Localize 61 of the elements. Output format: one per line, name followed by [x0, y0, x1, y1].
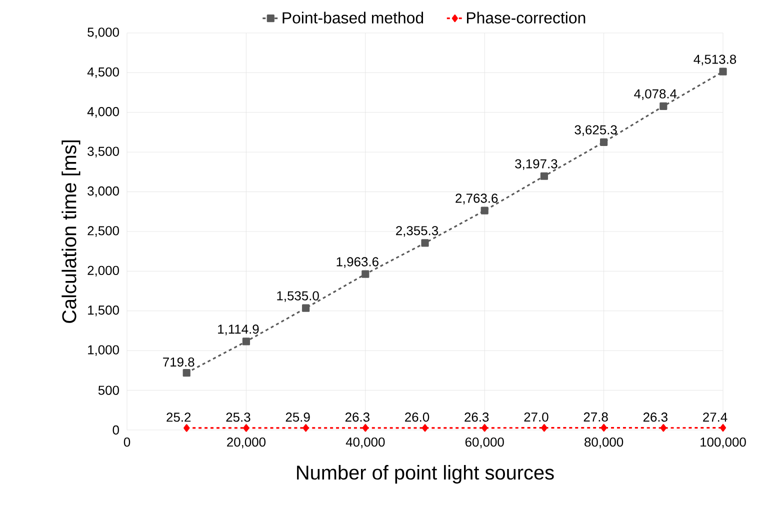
legend-label: Point-based method [282, 12, 424, 24]
y-tick-label: 2,500 [88, 226, 119, 237]
x-tick-label: 60,000 [465, 438, 504, 448]
point [243, 424, 250, 432]
data-label: 1,963.6 [336, 257, 378, 268]
x-tick-label: 0 [124, 438, 130, 447]
point [600, 424, 607, 432]
data-label: 4,513.8 [694, 54, 736, 66]
y-tick-label: 0 [112, 425, 119, 435]
data-label: 26.3 [464, 412, 489, 422]
point [184, 424, 190, 432]
point [720, 424, 726, 432]
data-label: 3,625.3 [574, 125, 617, 136]
point [422, 424, 428, 432]
data-label: 3,197.3 [515, 159, 558, 170]
point [302, 304, 310, 312]
data-label: 26.0 [405, 412, 430, 422]
data-label: 27.4 [703, 412, 728, 422]
y-tick-label: 3,000 [88, 186, 119, 198]
y-tick-label: 1,000 [88, 345, 119, 356]
data-label: 2,355.3 [396, 226, 438, 237]
data-label: 26.3 [345, 412, 370, 422]
data-label: 27.8 [584, 412, 608, 422]
x-axis-title: Number of point light sources [297, 465, 554, 484]
y-tick-label: 4,000 [87, 107, 119, 118]
point [482, 424, 488, 432]
data-label: 2,763.6 [456, 194, 498, 204]
point [480, 206, 488, 214]
y-tick-label: 3,500 [88, 146, 119, 158]
data-label: 1,114.9 [218, 324, 259, 336]
point [541, 424, 548, 432]
point [421, 239, 429, 247]
point [302, 424, 309, 432]
point [362, 270, 370, 278]
y-tick-label: 500 [98, 386, 119, 395]
y-axis-title: Calculation time [ms] [62, 140, 80, 323]
point [242, 338, 250, 346]
legend-label: Phase-correction [467, 12, 586, 24]
y-tick-label: 2,000 [88, 266, 119, 277]
data-label: 25.9 [286, 412, 310, 422]
data-label: 4,078.4 [634, 89, 677, 100]
point [540, 172, 548, 180]
point [182, 369, 190, 377]
data-label: 25.2 [166, 412, 191, 422]
point [660, 424, 666, 432]
point [600, 138, 608, 146]
x-tick-label: 40,000 [346, 438, 385, 448]
x-tick-label: 80,000 [584, 438, 624, 448]
y-tick-label: 4,500 [87, 67, 119, 78]
point [719, 68, 727, 76]
data-label: 25.3 [226, 412, 250, 422]
point [660, 102, 668, 110]
x-tick-label: 20,000 [227, 438, 266, 448]
data-label: 719.8 [163, 357, 194, 367]
data-label: 27.0 [524, 412, 548, 422]
point [362, 424, 368, 432]
data-label: 1,535.0 [277, 291, 319, 302]
y-tick-label: 5,000 [88, 28, 119, 38]
data-label: 26.3 [643, 412, 668, 422]
x-tick-label: 100,000 [700, 438, 746, 448]
y-tick-label: 1,500 [88, 306, 119, 316]
